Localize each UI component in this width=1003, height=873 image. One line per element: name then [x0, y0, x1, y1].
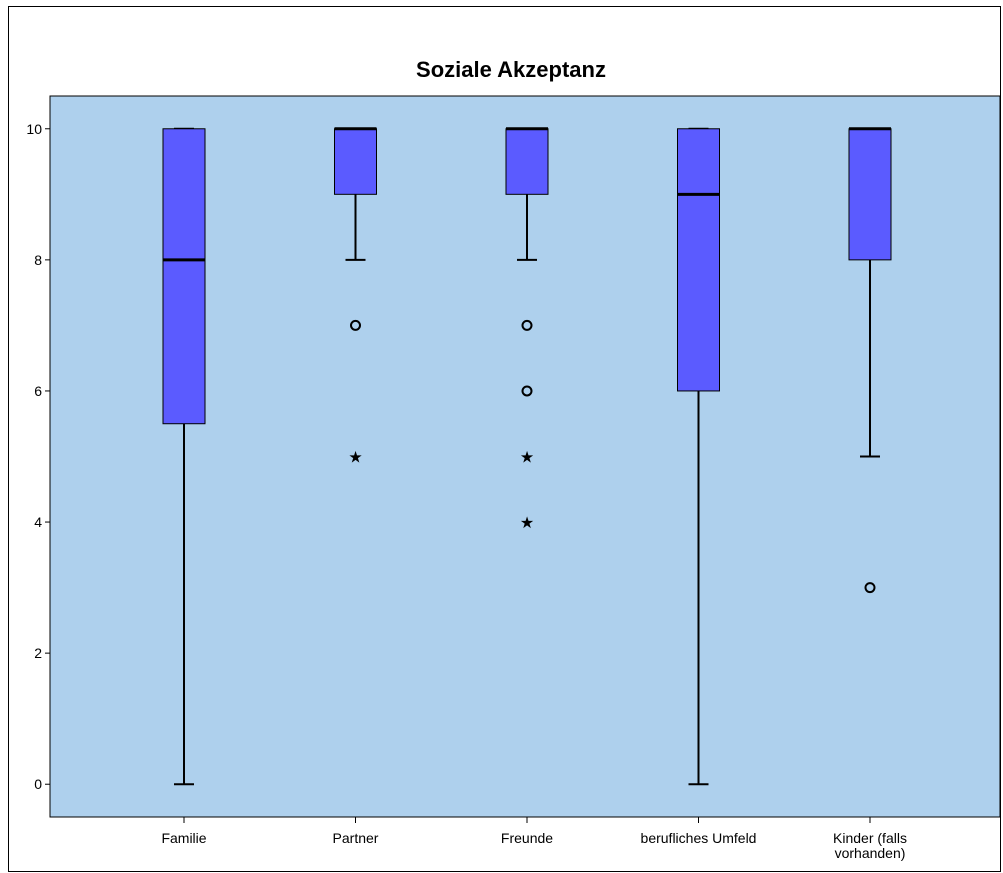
x-tick-label: Freunde: [501, 830, 553, 846]
y-tick-label: 6: [34, 383, 42, 399]
y-tick-label: 10: [26, 121, 42, 137]
x-tick-label: Partner: [333, 830, 379, 846]
outlier-point: [521, 319, 533, 331]
outlier-point: [350, 319, 361, 331]
x-tick-label-line: Kinder (falls: [833, 830, 907, 846]
y-tick-label: 4: [34, 514, 42, 530]
box: [677, 128, 720, 392]
x-tick-label-line: Partner: [333, 830, 379, 846]
y-tick-label: 2: [34, 645, 42, 661]
outlier-point: [521, 385, 533, 397]
boxes-group: ★ ★★: [162, 127, 892, 786]
x-tick-label: Familie: [161, 830, 206, 846]
box: [162, 128, 206, 425]
box-group: [162, 127, 206, 786]
x-axis: Familie Partner Freunde berufliches Umfeld K…: [161, 817, 907, 861]
y-tick-label: 8: [34, 252, 42, 268]
x-tick-label: berufliches Umfeld: [641, 830, 757, 846]
box-group: ★: [334, 127, 377, 467]
x-tick-label-line: Familie: [161, 830, 206, 846]
x-tick-label-line: vorhanden): [835, 845, 906, 861]
plot-area: [49, 95, 1001, 818]
x-tick-label-line: berufliches Umfeld: [641, 830, 757, 846]
chart-title: Soziale Akzeptanz: [416, 57, 606, 82]
x-tick-label-line: Freunde: [501, 830, 553, 846]
box-group: [677, 127, 720, 786]
box: [505, 128, 549, 195]
outlier-point: [864, 582, 876, 594]
y-tick-label: 0: [34, 776, 42, 792]
y-axis: 0 2 4 6 8 10: [26, 121, 50, 792]
x-tick-label: Kinder (falls vorhanden): [833, 830, 907, 861]
extreme-point: ★: [348, 448, 362, 467]
box-group: [848, 127, 892, 594]
extreme-point: ★: [520, 448, 534, 467]
box-group: ★★: [505, 127, 549, 532]
extreme-point: ★: [520, 513, 534, 532]
box: [334, 128, 377, 195]
box: [848, 128, 892, 261]
